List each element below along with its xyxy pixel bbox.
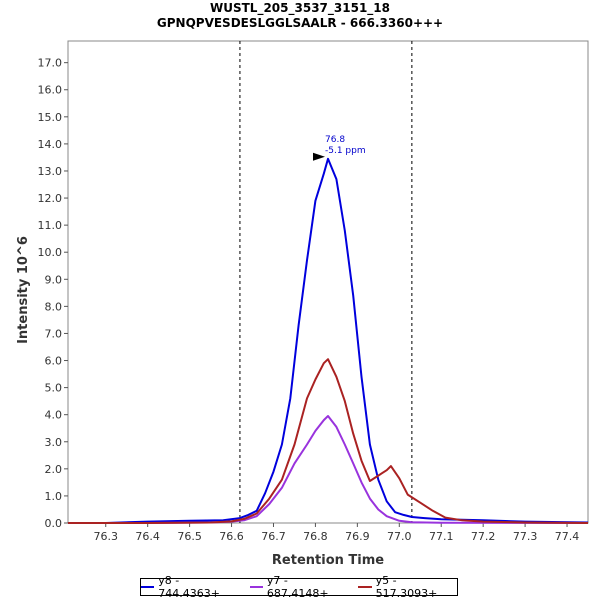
y-tick-label-5: 5.0 <box>45 382 63 395</box>
x-tick-label-10: 77.3 <box>513 530 538 543</box>
y-tick-label-16: 16.0 <box>38 84 63 97</box>
x-axis-label: Retention Time <box>272 553 384 568</box>
chart-title: WUSTL_205_3537_3151_18 <box>210 1 390 16</box>
y-tick-label-15: 15.0 <box>38 111 63 124</box>
x-tick-label-0: 76.3 <box>93 530 118 543</box>
y-tick-label-11: 11.0 <box>38 219 63 232</box>
y-tick-label-4: 4.0 <box>45 409 63 422</box>
legend-item-y5[interactable]: y5 - 517.3093+ <box>358 574 457 600</box>
y-tick-label-0: 0.0 <box>45 517 63 530</box>
x-tick-label-7: 77.0 <box>387 530 412 543</box>
y-tick-label-10: 10.0 <box>38 246 63 259</box>
legend-swatch-y8 <box>141 586 155 588</box>
legend-label-y7: y7 - 687.4148+ <box>266 574 329 600</box>
y-tick-label-13: 13.0 <box>38 165 63 178</box>
series-line-1 <box>68 415 589 524</box>
chart-subtitle: GPNQPVESDESLGGLSAALR - 666.3360+++ <box>157 16 443 30</box>
x-tick-label-5: 76.8 <box>303 530 328 543</box>
y-tick-label-2: 2.0 <box>45 463 63 476</box>
y-tick-label-7: 7.0 <box>45 327 63 340</box>
y-tick-label-8: 8.0 <box>45 300 63 313</box>
legend-item-y7[interactable]: y7 - 687.4148+ <box>249 574 349 600</box>
y-tick-label-6: 6.0 <box>45 355 63 368</box>
peak-arrow <box>313 152 325 161</box>
x-tick-label-3: 76.6 <box>219 530 244 543</box>
legend-label-y5: y5 - 517.3093+ <box>375 574 438 600</box>
plot-frame <box>67 40 589 524</box>
legend-item-y8[interactable]: y8 - 744.4363+ <box>141 574 240 600</box>
legend: y8 - 744.4363+ y7 - 687.4148+ y5 - 517.3… <box>140 574 458 600</box>
legend-swatch-y7 <box>249 586 263 588</box>
legend-label-y8: y8 - 744.4363+ <box>158 574 220 600</box>
peak-label-ppm: -5.1 ppm <box>325 146 366 156</box>
x-tick-label-6: 76.9 <box>345 530 370 543</box>
peak-label-rt: 76.8 <box>325 135 345 145</box>
x-tick-label-4: 76.7 <box>261 530 286 543</box>
x-tick-label-9: 77.2 <box>471 530 496 543</box>
y-tick-label-14: 14.0 <box>38 138 63 151</box>
plot-area: 0.0 1.0 2.0 3.0 4.0 5.0 6.0 7.0 8.0 9.0 10.0 11.0 12… <box>38 40 589 543</box>
series-line-0 <box>68 157 589 524</box>
y-tick-label-17: 17.0 <box>38 57 63 70</box>
x-tick-label-2: 76.5 <box>177 530 202 543</box>
y-tick-label-9: 9.0 <box>45 273 63 286</box>
x-tick-label-8: 77.1 <box>429 530 454 543</box>
x-tick-label-11: 77.4 <box>555 530 580 543</box>
series-line-2 <box>68 358 589 524</box>
y-axis-label: Intensity 10^6 <box>16 236 31 344</box>
legend-swatch-y5 <box>358 586 372 588</box>
y-tick-label-3: 3.0 <box>45 436 63 449</box>
y-tick-label-12: 12.0 <box>38 192 63 205</box>
y-tick-label-1: 1.0 <box>45 490 63 503</box>
x-tick-label-1: 76.4 <box>135 530 160 543</box>
